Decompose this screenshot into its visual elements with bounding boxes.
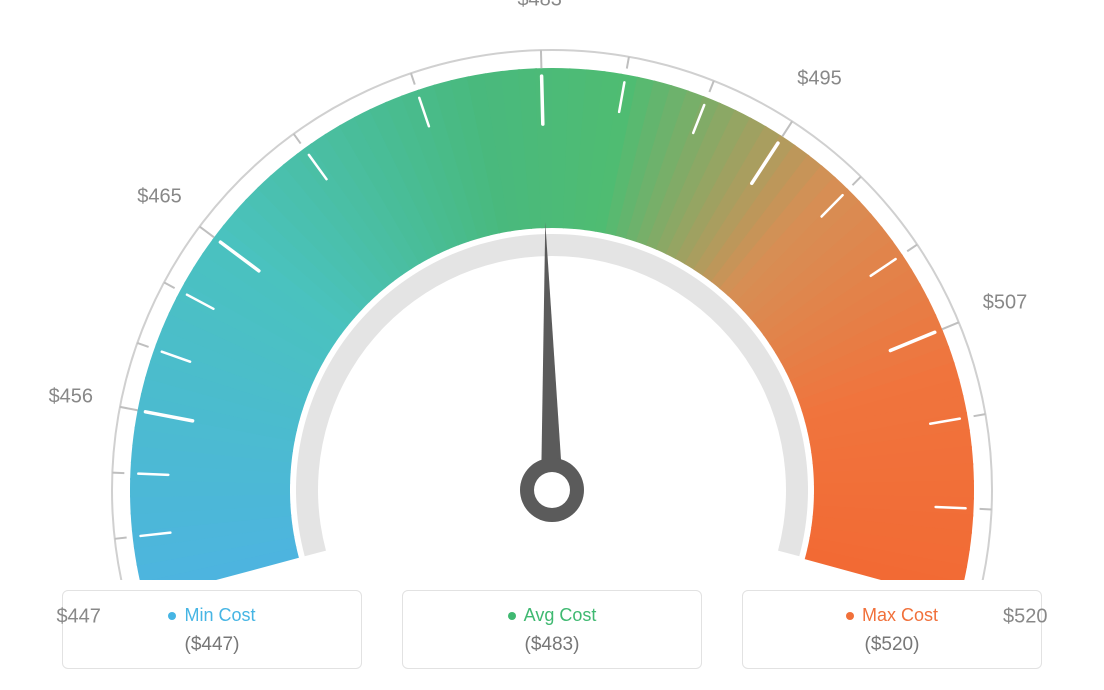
tick-label: $465 bbox=[137, 185, 182, 208]
gauge-chart: $447$456$465$483$495$507$520 bbox=[20, 20, 1084, 580]
legend-row: Min Cost ($447) Avg Cost ($483) Max Cost… bbox=[20, 590, 1084, 669]
legend-dot-min bbox=[168, 612, 176, 620]
legend-title-min: Min Cost bbox=[184, 605, 255, 626]
tick-label: $447 bbox=[56, 605, 101, 628]
needle-hub-hole bbox=[534, 472, 570, 508]
legend-card-min: Min Cost ($447) bbox=[62, 590, 362, 669]
tick-label: $520 bbox=[1003, 605, 1048, 628]
legend-value-min: ($447) bbox=[63, 634, 361, 656]
legend-value-avg: ($483) bbox=[403, 634, 701, 656]
legend-dot-avg bbox=[508, 612, 516, 620]
legend-title-avg: Avg Cost bbox=[524, 605, 597, 626]
tick-label: $456 bbox=[49, 386, 94, 409]
legend-dot-max bbox=[846, 612, 854, 620]
legend-card-max: Max Cost ($520) bbox=[742, 590, 1042, 669]
tick-label: $507 bbox=[983, 292, 1028, 315]
tick-label: $483 bbox=[517, 0, 562, 12]
legend-title-max: Max Cost bbox=[862, 605, 938, 626]
legend-card-avg: Avg Cost ($483) bbox=[402, 590, 702, 669]
gauge-svg bbox=[20, 20, 1084, 580]
needle bbox=[541, 222, 563, 490]
tick-label: $495 bbox=[797, 68, 842, 91]
legend-value-max: ($520) bbox=[743, 634, 1041, 656]
